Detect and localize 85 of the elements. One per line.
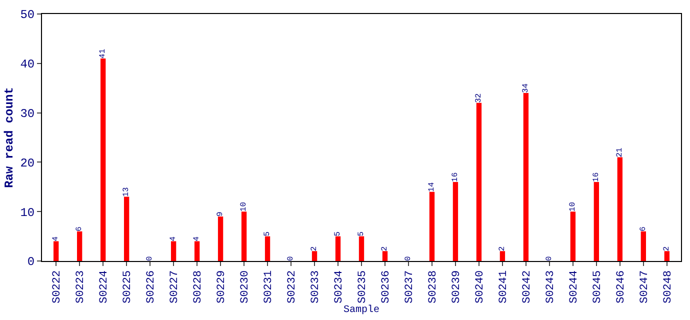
- data-label: 2: [662, 246, 672, 252]
- x-tick-label: S0246: [615, 270, 628, 304]
- bar: [640, 231, 646, 261]
- bar: [594, 182, 600, 261]
- bar: [476, 102, 482, 261]
- x-tick-label: S0227: [169, 270, 182, 304]
- data-label: 14: [427, 182, 436, 192]
- y-axis-title: Raw read count: [2, 87, 16, 188]
- x-tick-label: S0233: [310, 270, 322, 304]
- data-label: 2: [498, 246, 507, 252]
- bar: [429, 192, 435, 261]
- x-tick-label: S0222: [52, 270, 64, 304]
- y-tick-label: 20: [20, 156, 35, 170]
- bar: [570, 212, 576, 261]
- x-tick-label: S0236: [380, 270, 393, 304]
- data-label: 32: [474, 93, 484, 103]
- x-tick-label: S0223: [75, 270, 88, 304]
- data-label: 4: [169, 236, 178, 242]
- y-tick-label: 50: [20, 8, 35, 22]
- x-tick-label: S0225: [122, 270, 134, 304]
- data-label: 0: [544, 256, 554, 261]
- bar: [170, 241, 176, 261]
- x-tick-label: S0229: [216, 270, 228, 304]
- x-tick-label: S0244: [568, 270, 581, 304]
- data-label: 5: [334, 231, 343, 236]
- data-label: 6: [75, 226, 84, 232]
- bar: [54, 241, 59, 261]
- x-tick-label: S0232: [286, 270, 299, 304]
- data-label: 0: [146, 256, 155, 261]
- bar: [124, 196, 130, 261]
- bar: [664, 251, 670, 261]
- data-label: 5: [357, 231, 366, 236]
- x-tick-label: S0248: [662, 270, 674, 304]
- data-label: 10: [568, 202, 578, 212]
- data-label: 4: [52, 236, 61, 242]
- x-tick-label: S0228: [192, 270, 205, 304]
- x-tick-label: S0230: [240, 270, 252, 304]
- data-label: 34: [521, 83, 530, 94]
- data-label: 2: [380, 246, 390, 252]
- bar: [77, 231, 82, 261]
- x-tick-label: S0239: [451, 270, 464, 304]
- data-label: 13: [122, 186, 132, 197]
- bar: [382, 251, 388, 261]
- x-tick-label: S0242: [522, 270, 534, 304]
- bar: [218, 216, 224, 261]
- bar: [312, 251, 318, 261]
- data-label: 0: [286, 256, 296, 261]
- x-axis-title: Sample: [343, 304, 380, 316]
- data-label: 16: [592, 172, 601, 182]
- bar: [452, 182, 458, 261]
- x-tick-label: S0243: [545, 270, 558, 304]
- data-label: 10: [240, 202, 249, 212]
- x-tick-label: S0226: [146, 270, 158, 304]
- x-tick-label: S0224: [98, 270, 111, 304]
- data-label: 9: [216, 212, 226, 217]
- data-label: 4: [192, 236, 202, 242]
- data-label: 21: [615, 147, 624, 158]
- bar: [100, 58, 106, 261]
- x-tick-label: S0231: [263, 270, 276, 304]
- y-tick-label: 40: [20, 58, 35, 72]
- bar: [358, 236, 364, 261]
- data-label: 6: [638, 226, 648, 232]
- data-label: 5: [263, 231, 272, 236]
- x-tick-label: S0245: [592, 270, 604, 304]
- data-label: 41: [98, 48, 108, 58]
- x-tick-label: S0241: [498, 270, 510, 304]
- data-label: 0: [404, 256, 413, 261]
- data-label: 16: [450, 172, 460, 182]
- x-tick-label: S0234: [334, 270, 346, 304]
- x-tick-label: S0240: [474, 270, 487, 304]
- x-tick-label: S0235: [357, 270, 370, 304]
- y-tick-label: 30: [20, 107, 35, 121]
- bar: [241, 212, 247, 261]
- x-tick-label: S0247: [638, 270, 651, 304]
- data-label: 2: [310, 246, 320, 252]
- bar: [500, 251, 506, 261]
- bar: [335, 236, 341, 261]
- y-tick-label: 10: [20, 206, 35, 220]
- bar: [194, 241, 200, 261]
- bar: [264, 236, 270, 261]
- bar: [617, 157, 622, 261]
- y-tick-label: 0: [27, 255, 35, 270]
- x-tick-label: S0238: [428, 270, 440, 304]
- x-tick-label: S0237: [404, 270, 416, 304]
- bar: [523, 93, 529, 261]
